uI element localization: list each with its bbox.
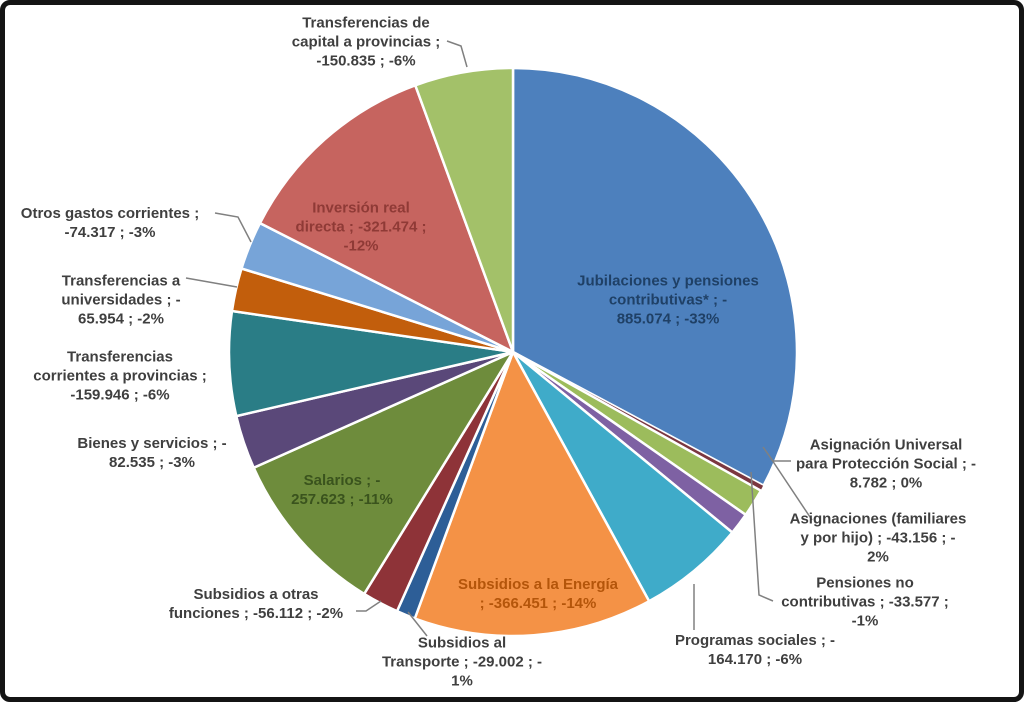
label-line: Otros gastos corrientes ;: [20, 205, 200, 222]
label-line: Transferencias a: [61, 272, 181, 290]
label-line: Programas sociales ; -: [674, 632, 836, 649]
pie-slice-inversion: [258, 84, 515, 354]
label-line: contributivas ; -33.577 ;: [781, 593, 949, 611]
pie-slice-transf_capital: [414, 66, 515, 354]
slice-label-universidades: Transferencias a universidades ; -65.954 …: [61, 272, 180, 329]
label-line: 65.954 ; -2%: [78, 310, 164, 328]
pie-slice-jubilaciones: [511, 66, 799, 487]
label-line: Bienes y servicios ; -: [77, 435, 227, 452]
leader-line-pensiones: [750, 471, 774, 602]
label-line: ; -366.451 ; -14%: [479, 595, 597, 612]
leader-line-otros_gastos: [214, 212, 252, 243]
label-line: Asignación Universal: [809, 436, 963, 454]
label-line: Transporte ; -29.002 ; -: [381, 653, 543, 671]
slice-label-subs_otras: Subsidios a otras funciones ; -56.112 ; -…: [169, 585, 343, 623]
label-line: -159.946 ; -6%: [70, 386, 170, 404]
label-line: funciones ; -56.112 ; -2%: [168, 605, 344, 622]
label-line: Inversión real: [312, 199, 410, 217]
label-line: capital a provincias ;: [291, 33, 441, 51]
slice-label-inversion: Inversión real directa ; -321.474 ; -12%: [296, 199, 427, 256]
label-line: directa ; -321.474 ;: [295, 218, 427, 236]
label-line: -12%: [343, 237, 379, 255]
label-line: Transferencias de: [302, 14, 430, 32]
slice-label-energia: Subsidios a la Energía ; -366.451 ; -14%: [458, 575, 618, 613]
label-line: 1%: [451, 672, 473, 690]
label-line: Pensiones no: [816, 574, 914, 592]
slice-label-bienes: Bienes y servicios ; - 82.535 ; -3%: [77, 434, 226, 472]
label-line: Subsidios al: [417, 634, 507, 652]
label-line: 2%: [867, 548, 889, 566]
leader-line-transporte: [407, 611, 428, 637]
label-line: universidades ; -: [61, 291, 181, 309]
leader-line-transf_capital: [446, 40, 468, 68]
slice-label-transf_ctes: Transferencias corrientes a provincias ; -…: [33, 348, 206, 405]
label-line: 82.535 ; -3%: [109, 454, 195, 471]
label-line: Subsidios a la Energía: [457, 576, 619, 593]
label-line: para Protección Social ; -: [795, 455, 977, 473]
label-line: Asignaciones (familiares: [789, 510, 967, 528]
label-line: 257.623 ; -11%: [291, 491, 393, 508]
label-line: -150.835 ; -6%: [316, 52, 416, 70]
label-line: -1%: [851, 612, 879, 630]
label-line: 164.170 ; -6%: [707, 651, 803, 668]
slice-label-jubilaciones: Jubilaciones y pensiones contributivas* ;…: [577, 272, 759, 329]
label-line: y por hijo) ; -43.156 ; -: [800, 529, 956, 547]
leader-line-subs_otras: [356, 600, 382, 612]
slice-label-otros_gastos: Otros gastos corrientes ; -74.317 ; -3%: [21, 204, 199, 242]
label-line: Jubilaciones y pensiones: [577, 272, 759, 290]
slice-label-transporte: Subsidios al Transporte ; -29.002 ; -1%: [382, 634, 542, 691]
slice-label-transf_capital: Transferencias de capital a provincias ; -…: [292, 14, 440, 71]
label-line: corrientes a provincias ;: [33, 367, 207, 385]
label-line: Transferencias: [67, 348, 173, 366]
pie-slice-salarios: [252, 350, 515, 596]
label-line: contributivas* ; -: [608, 291, 728, 309]
pie-slice-energia: [413, 350, 651, 638]
leader-line-universidades: [185, 277, 238, 288]
slice-label-salarios: Salarios ; - 257.623 ; -11%: [291, 471, 393, 509]
slice-label-asign_univ: Asignación Universal para Protección Soci…: [796, 436, 976, 493]
label-line: -74.317 ; -3%: [64, 224, 156, 241]
slice-label-asign_fam: Asignaciones (familiares y por hijo) ; -4…: [790, 510, 967, 567]
slice-label-programas: Programas sociales ; - 164.170 ; -6%: [675, 631, 835, 669]
label-line: Salarios ; -: [303, 472, 381, 489]
label-line: 8.782 ; 0%: [849, 474, 923, 492]
label-line: Subsidios a otras: [193, 586, 319, 603]
leader-line-asign_fam: [769, 456, 813, 521]
slice-label-pensiones: Pensiones no contributivas ; -33.577 ; -1%: [781, 574, 949, 631]
label-line: 885.074 ; -33%: [616, 310, 720, 328]
